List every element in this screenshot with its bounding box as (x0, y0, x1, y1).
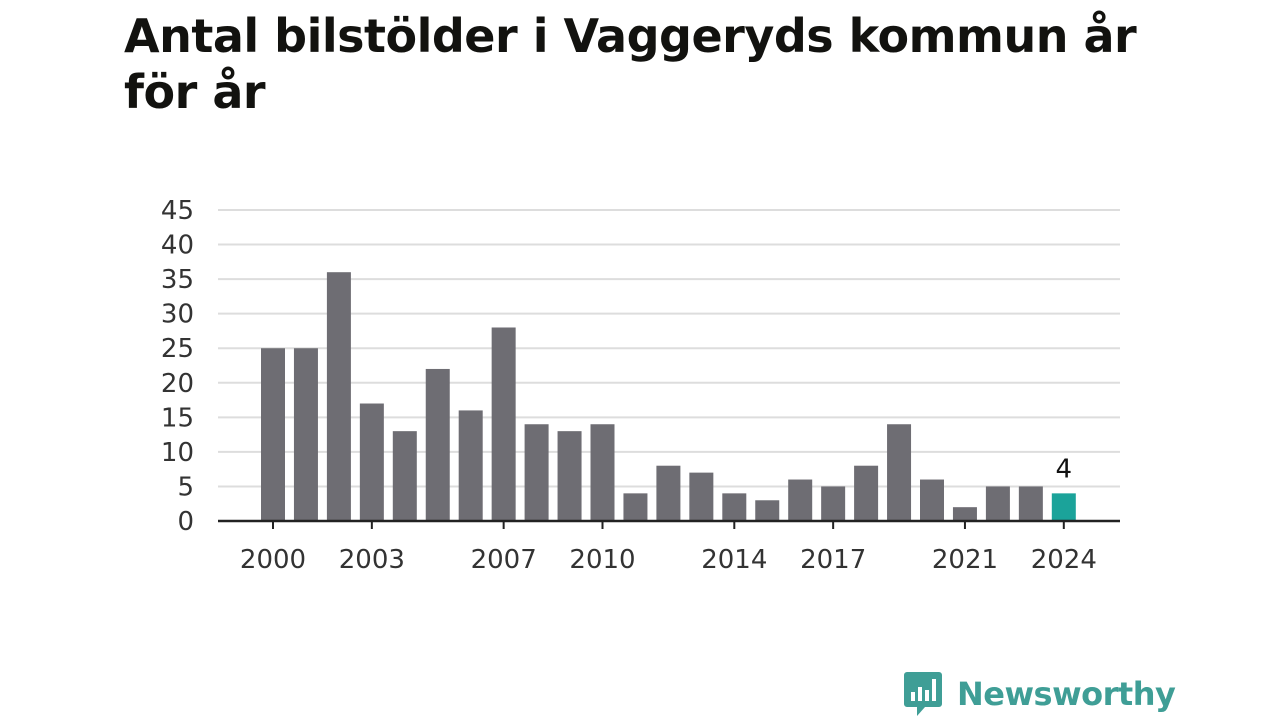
bar (623, 493, 648, 521)
x-tick-label: 2007 (471, 545, 537, 575)
x-tick-label: 2010 (569, 545, 635, 575)
bar (722, 493, 747, 521)
bar-chart: 0 5 10 15 20 25 30 35 40 45 2000 2003 2007 2010 2014 20… (161, 196, 1120, 575)
bar (985, 486, 1010, 521)
bars (261, 272, 1076, 521)
axes (218, 519, 1120, 529)
bar (326, 272, 351, 521)
bar (821, 486, 846, 521)
brand-name: Newsworthy (957, 675, 1176, 713)
y-tick-label: 35 (161, 265, 194, 295)
y-tick-label: 0 (177, 507, 194, 537)
chart-title: Antal bilstölder i Vaggeryds kommun år f… (124, 9, 1137, 119)
bar (920, 479, 944, 521)
y-tick-label: 15 (161, 403, 194, 433)
bar (689, 472, 714, 521)
bar-chart-speech-bubble-icon (904, 672, 942, 716)
bar (656, 465, 681, 521)
data-label: 4 (1056, 454, 1073, 484)
bar (557, 431, 582, 521)
bar (1018, 486, 1043, 521)
bar (261, 348, 285, 521)
bar (854, 465, 879, 521)
bar (293, 348, 318, 521)
y-tick-label: 40 (161, 231, 194, 261)
x-tick-label: 2000 (240, 545, 306, 575)
bar (524, 424, 549, 521)
bar (590, 424, 615, 521)
labels: 0 5 10 15 20 25 30 35 40 45 2000 2003 2007 2010 2014 20… (161, 196, 1097, 575)
bar (887, 424, 912, 521)
bar (359, 403, 384, 521)
y-tick-label: 5 (177, 472, 194, 502)
y-tick-label: 20 (161, 369, 194, 399)
bar (755, 500, 780, 521)
x-tick-label: 2021 (932, 545, 998, 575)
bar (788, 479, 813, 521)
x-tick-label: 2014 (701, 545, 767, 575)
brand-logo: Newsworthy (903, 670, 1176, 718)
y-tick-label: 10 (161, 438, 194, 468)
bar (952, 507, 977, 521)
bar (491, 327, 516, 521)
y-tick-label: 30 (161, 300, 194, 330)
bar (458, 410, 483, 521)
bar (392, 431, 417, 521)
x-tick-label: 2024 (1031, 545, 1097, 575)
grid-lines (218, 209, 1120, 488)
y-tick-label: 25 (161, 334, 194, 364)
bar (1051, 493, 1076, 521)
bar (425, 368, 450, 521)
x-tick-label: 2017 (800, 545, 866, 575)
x-tick-label: 2003 (339, 545, 405, 575)
y-tick-label: 45 (161, 196, 194, 226)
